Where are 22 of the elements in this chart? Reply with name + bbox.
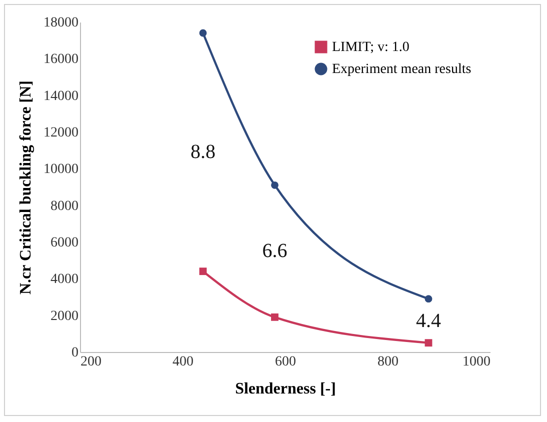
x-tick-label: 400 — [172, 354, 194, 370]
annotation: 6.6 — [262, 240, 288, 262]
y-tick-label: 16000 — [44, 52, 78, 68]
annotation: 4.4 — [416, 310, 441, 332]
y-tick-label: 18000 — [44, 16, 78, 30]
y-tick-label: 4000 — [50, 272, 78, 288]
x-tick-label: 200 — [80, 354, 102, 370]
y-tick-label: 0 — [72, 346, 78, 360]
y-tick-label: 2000 — [50, 308, 78, 324]
x-axis-title: Slenderness [-] — [235, 380, 336, 398]
legend-label: LIMIT; v: 1.0 — [332, 40, 410, 55]
x-tick-label: 1000 — [462, 354, 490, 370]
annotation: 8.8 — [190, 141, 216, 164]
y-tick-label: 10000 — [44, 162, 78, 178]
y-tick-label: 6000 — [50, 236, 78, 250]
legend-label: Experiment mean results — [332, 62, 472, 77]
y-tick-label: 14000 — [44, 88, 78, 104]
x-tick-label: 800 — [378, 354, 398, 370]
y-tick-label: 8000 — [50, 198, 78, 214]
y-axis-title: N.cr Critical buckling force [N] — [18, 80, 34, 295]
x-tick-label: 600 — [275, 354, 296, 370]
y-tick-label: 12000 — [44, 126, 78, 140]
